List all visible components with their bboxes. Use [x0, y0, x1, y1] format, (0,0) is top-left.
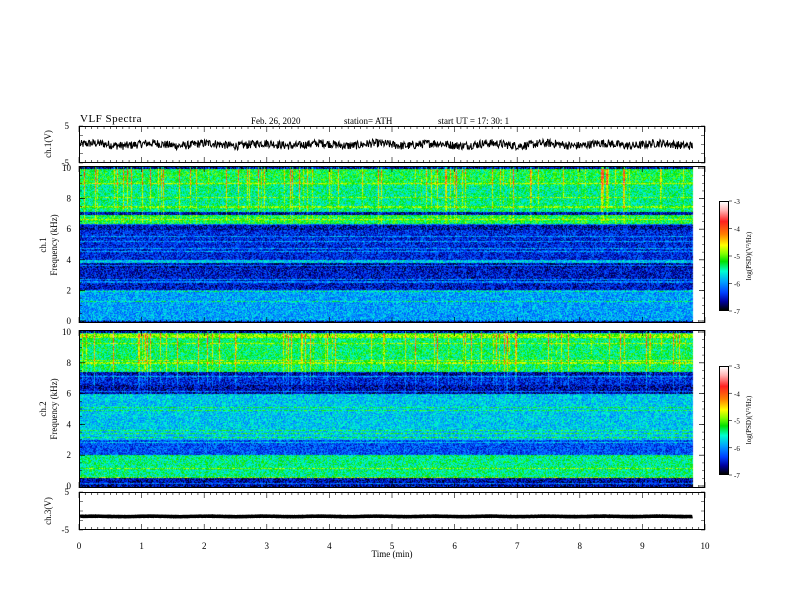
ch1-waveform-ylabel: ch.1(V)	[43, 130, 53, 158]
ch3-waveform-panel	[79, 492, 705, 530]
ch1-colorbar-tick: -6	[734, 281, 740, 289]
ch2-colorbar-tick: -7	[734, 472, 740, 480]
ch2-spec-ytick-label: 0	[67, 481, 72, 491]
ch2-spec-ytick-label: 2	[67, 450, 72, 460]
ch3-waveform-ytick-label: -5	[62, 525, 70, 535]
station-label: station= ATH	[344, 116, 393, 126]
x-tick-label: 7	[515, 541, 520, 551]
ch2-colorbar-tick: -6	[734, 445, 740, 453]
ch3-waveform-plot	[80, 514, 693, 519]
x-tick-label: 0	[77, 541, 82, 551]
ch2-colorbar-tick: -3	[734, 363, 740, 371]
ch1-spectrogram-heatmap	[80, 167, 704, 322]
ch2-spec-ylabel-frequency: Frequency (kHz)	[49, 378, 59, 439]
ch1-spec-ylabel-frequency: Frequency (kHz)	[49, 214, 59, 275]
ch1-colorbar-tick: -3	[734, 198, 740, 206]
ch2-spec-ylabel-channel: ch.2	[38, 401, 48, 416]
x-tick-label: 5	[390, 541, 395, 551]
ch1-spec-ytick-label: 0	[67, 316, 72, 326]
x-tick-label: 8	[578, 541, 583, 551]
ch2-spectrogram-panel	[79, 330, 705, 488]
x-tick-label: 10	[701, 541, 711, 551]
ch1-spec-ytick-label: 4	[67, 255, 72, 265]
ch1-colorbar	[719, 201, 729, 311]
ch1-spec-ytick-label: 8	[67, 194, 72, 204]
ch2-spectrogram-heatmap	[80, 331, 704, 487]
ch1-colorbar-tick: -4	[734, 226, 740, 234]
ch1-spec-ytick-label: 2	[67, 285, 72, 295]
ch1-colorbar-tick: -7	[734, 308, 740, 316]
ch2-colorbar	[719, 366, 729, 475]
date-label: Feb. 26, 2020	[251, 116, 301, 126]
ch3-waveform-ylabel: ch.3(V)	[43, 497, 53, 525]
ch1-colorbar-label: log(PSD)(V²/Hz)	[745, 231, 753, 280]
ch1-waveform-trace	[80, 137, 693, 152]
x-axis-label: Time (min)	[372, 549, 413, 559]
ch1-spec-ylabel-channel: ch.1	[38, 237, 48, 252]
x-tick-label: 4	[327, 541, 332, 551]
ch3-waveform-ytick-label: 5	[65, 487, 70, 497]
x-tick-label: 6	[452, 541, 457, 551]
ch2-spec-ytick-label: 10	[62, 327, 72, 337]
ch1-waveform-ytick-label: 5	[65, 121, 70, 131]
ch2-colorbar-tick: -4	[734, 390, 740, 398]
x-tick-label: 1	[139, 541, 144, 551]
x-tick-label: 2	[202, 541, 207, 551]
start-time-label: start UT = 17: 30: 1	[438, 116, 510, 126]
ch1-spec-ytick-label: 6	[67, 224, 72, 234]
ch2-colorbar-tick: -5	[734, 418, 740, 426]
ch1-colorbar-tick: -5	[734, 253, 740, 261]
ch1-spec-ytick-label: 10	[62, 163, 72, 173]
ch2-colorbar-label: log(PSD)(V²/Hz)	[745, 395, 753, 444]
figure-title: VLF Spectra	[80, 113, 143, 125]
ch2-spec-ytick-label: 8	[67, 358, 72, 368]
ch2-spec-ytick-label: 4	[67, 419, 72, 429]
ch1-waveform-ytick-label: -5	[62, 158, 70, 168]
x-tick-label: 3	[265, 541, 270, 551]
ch2-spec-ytick-label: 6	[67, 389, 72, 399]
ch3-waveform-trace	[80, 514, 693, 519]
ch1-waveform-plot	[80, 137, 693, 152]
x-tick-label: 9	[640, 541, 645, 551]
